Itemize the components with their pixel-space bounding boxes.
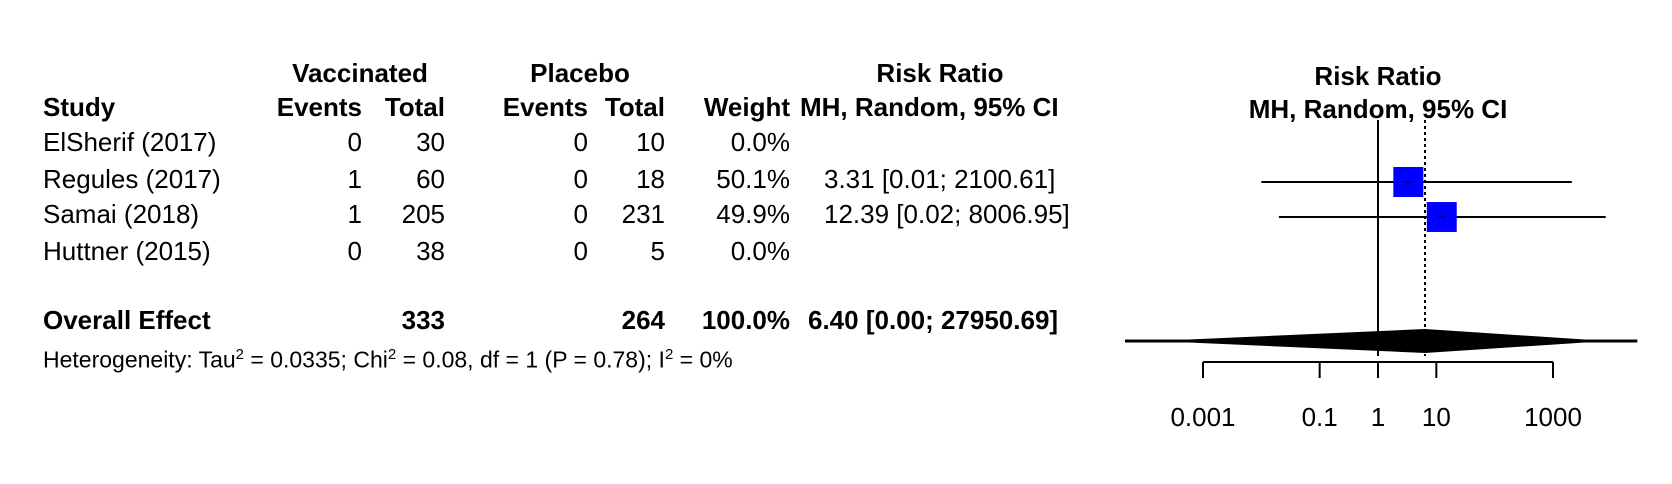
total-placebo: 10	[636, 127, 665, 157]
events-vaccinated: 0	[347, 236, 362, 266]
overall-risk-ratio-ci: 6.40 [0.00; 27950.69]	[808, 305, 1059, 335]
events-vaccinated: 1	[347, 199, 362, 229]
overall-label: Overall Effect	[43, 305, 211, 335]
events-vaccinated: 1	[347, 164, 362, 194]
risk-ratio-ci: 12.39 [0.02; 8006.95]	[824, 199, 1070, 229]
group-vaccinated-heading: Vaccinated	[292, 58, 428, 88]
total-vaccinated: 205	[401, 199, 445, 229]
weight: 49.9%	[716, 199, 790, 229]
col-events-vaccinated: Events	[276, 92, 362, 122]
x-axis-tick-label: 10	[1422, 402, 1451, 432]
weight: 50.1%	[716, 164, 790, 194]
group-placebo-heading: Placebo	[530, 58, 630, 88]
col-weight: Weight	[703, 92, 790, 122]
overall-weight: 100.0%	[701, 305, 790, 335]
total-vaccinated: 60	[416, 164, 445, 194]
events-placebo: 0	[573, 127, 588, 157]
col-study: Study	[43, 92, 116, 122]
col-total-vaccinated: Total	[384, 92, 445, 122]
total-placebo: 5	[650, 236, 665, 266]
total-placebo: 18	[636, 164, 665, 194]
overall-total-placebo: 264	[621, 305, 665, 335]
col-total-placebo: Total	[604, 92, 665, 122]
study-name: Huttner (2015)	[43, 236, 211, 266]
study-name: ElSherif (2017)	[43, 127, 217, 157]
plot-subtitle: MH, Random, 95% CI	[1249, 94, 1508, 124]
total-vaccinated: 38	[416, 236, 445, 266]
study-name: Regules (2017)	[43, 164, 221, 194]
overall-estimate-block	[1395, 332, 1456, 350]
heterogeneity-text: Heterogeneity: Tau2 = 0.0335; Chi2 = 0.0…	[43, 346, 733, 373]
col-events-placebo: Events	[502, 92, 588, 122]
events-vaccinated: 0	[347, 127, 362, 157]
plot-title: Risk Ratio	[1314, 61, 1441, 91]
total-placebo: 231	[621, 199, 665, 229]
risk-ratio-ci: 3.31 [0.01; 2100.61]	[824, 164, 1056, 194]
x-axis-tick-label: 0.1	[1302, 402, 1338, 432]
weight: 0.0%	[730, 127, 790, 157]
overall-diamond	[1155, 329, 1608, 353]
weight: 0.0%	[730, 236, 790, 266]
col-rr: MH, Random, 95% CI	[800, 92, 1059, 122]
study-name: Samai (2018)	[43, 199, 200, 229]
x-axis-tick-label: 1000	[1524, 402, 1582, 432]
x-axis-tick-label: 0.001	[1170, 402, 1235, 432]
events-placebo: 0	[573, 236, 588, 266]
events-placebo: 0	[573, 164, 588, 194]
x-axis-tick-label: 1	[1371, 402, 1385, 432]
total-vaccinated: 30	[416, 127, 445, 157]
overall-total-vaccinated: 333	[401, 305, 445, 335]
events-placebo: 0	[573, 199, 588, 229]
rr-heading: Risk Ratio	[876, 58, 1004, 88]
